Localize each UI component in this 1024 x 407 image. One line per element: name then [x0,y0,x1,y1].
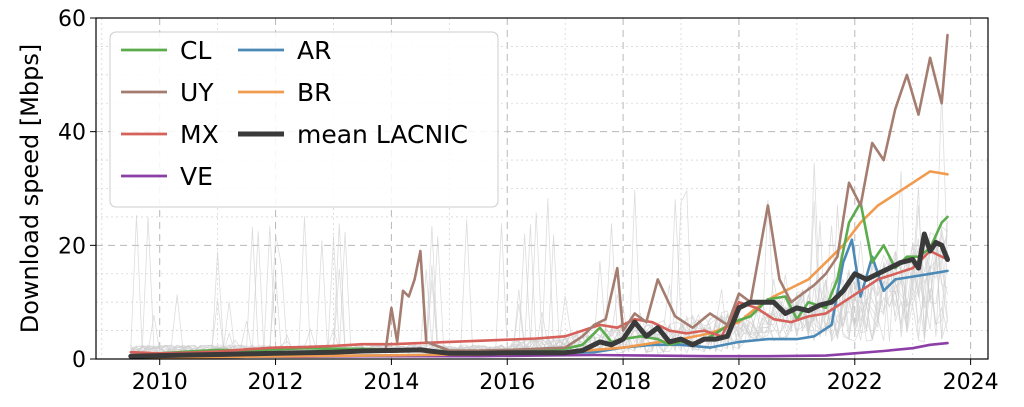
x-tick-label: 2018 [595,370,651,395]
x-tick-label: 2010 [132,370,188,395]
legend-box [109,31,499,208]
series-line-mx [129,249,949,355]
y-tick-label: 60 [58,7,86,32]
legend-label: BR [297,78,332,107]
x-tick-label: 2024 [943,370,999,395]
legend: CL AR UY BR MX mean LACNIC VE [109,31,499,208]
x-tick-label: 2014 [363,370,419,395]
legend-label: UY [180,78,214,107]
legend-label: CL [180,36,211,65]
y-axis-ticks: 0 20 40 60 [58,7,96,373]
x-tick-label: 2020 [711,370,767,395]
series-line-mean-lacnic [128,231,950,359]
y-tick-label: 40 [58,121,86,146]
legend-label: VE [180,162,213,191]
x-tick-label: 2022 [827,370,883,395]
series-line-cl [129,201,949,358]
y-tick-label: 0 [72,348,86,373]
legend-label: MX [180,120,219,149]
x-axis-ticks: 2010 2012 2014 2016 2018 2020 2022 2024 [132,359,999,395]
legend-label: AR [297,36,331,65]
x-tick-label: 2016 [479,370,535,395]
plot-frame [95,17,989,360]
background-country-line [130,199,948,355]
series-lines [128,33,950,360]
y-axis-label: Download speed [Mbps] [16,44,44,333]
legend-label: mean LACNIC [297,120,468,149]
y-tick-label: 20 [58,234,86,259]
x-tick-label: 2012 [248,370,304,395]
